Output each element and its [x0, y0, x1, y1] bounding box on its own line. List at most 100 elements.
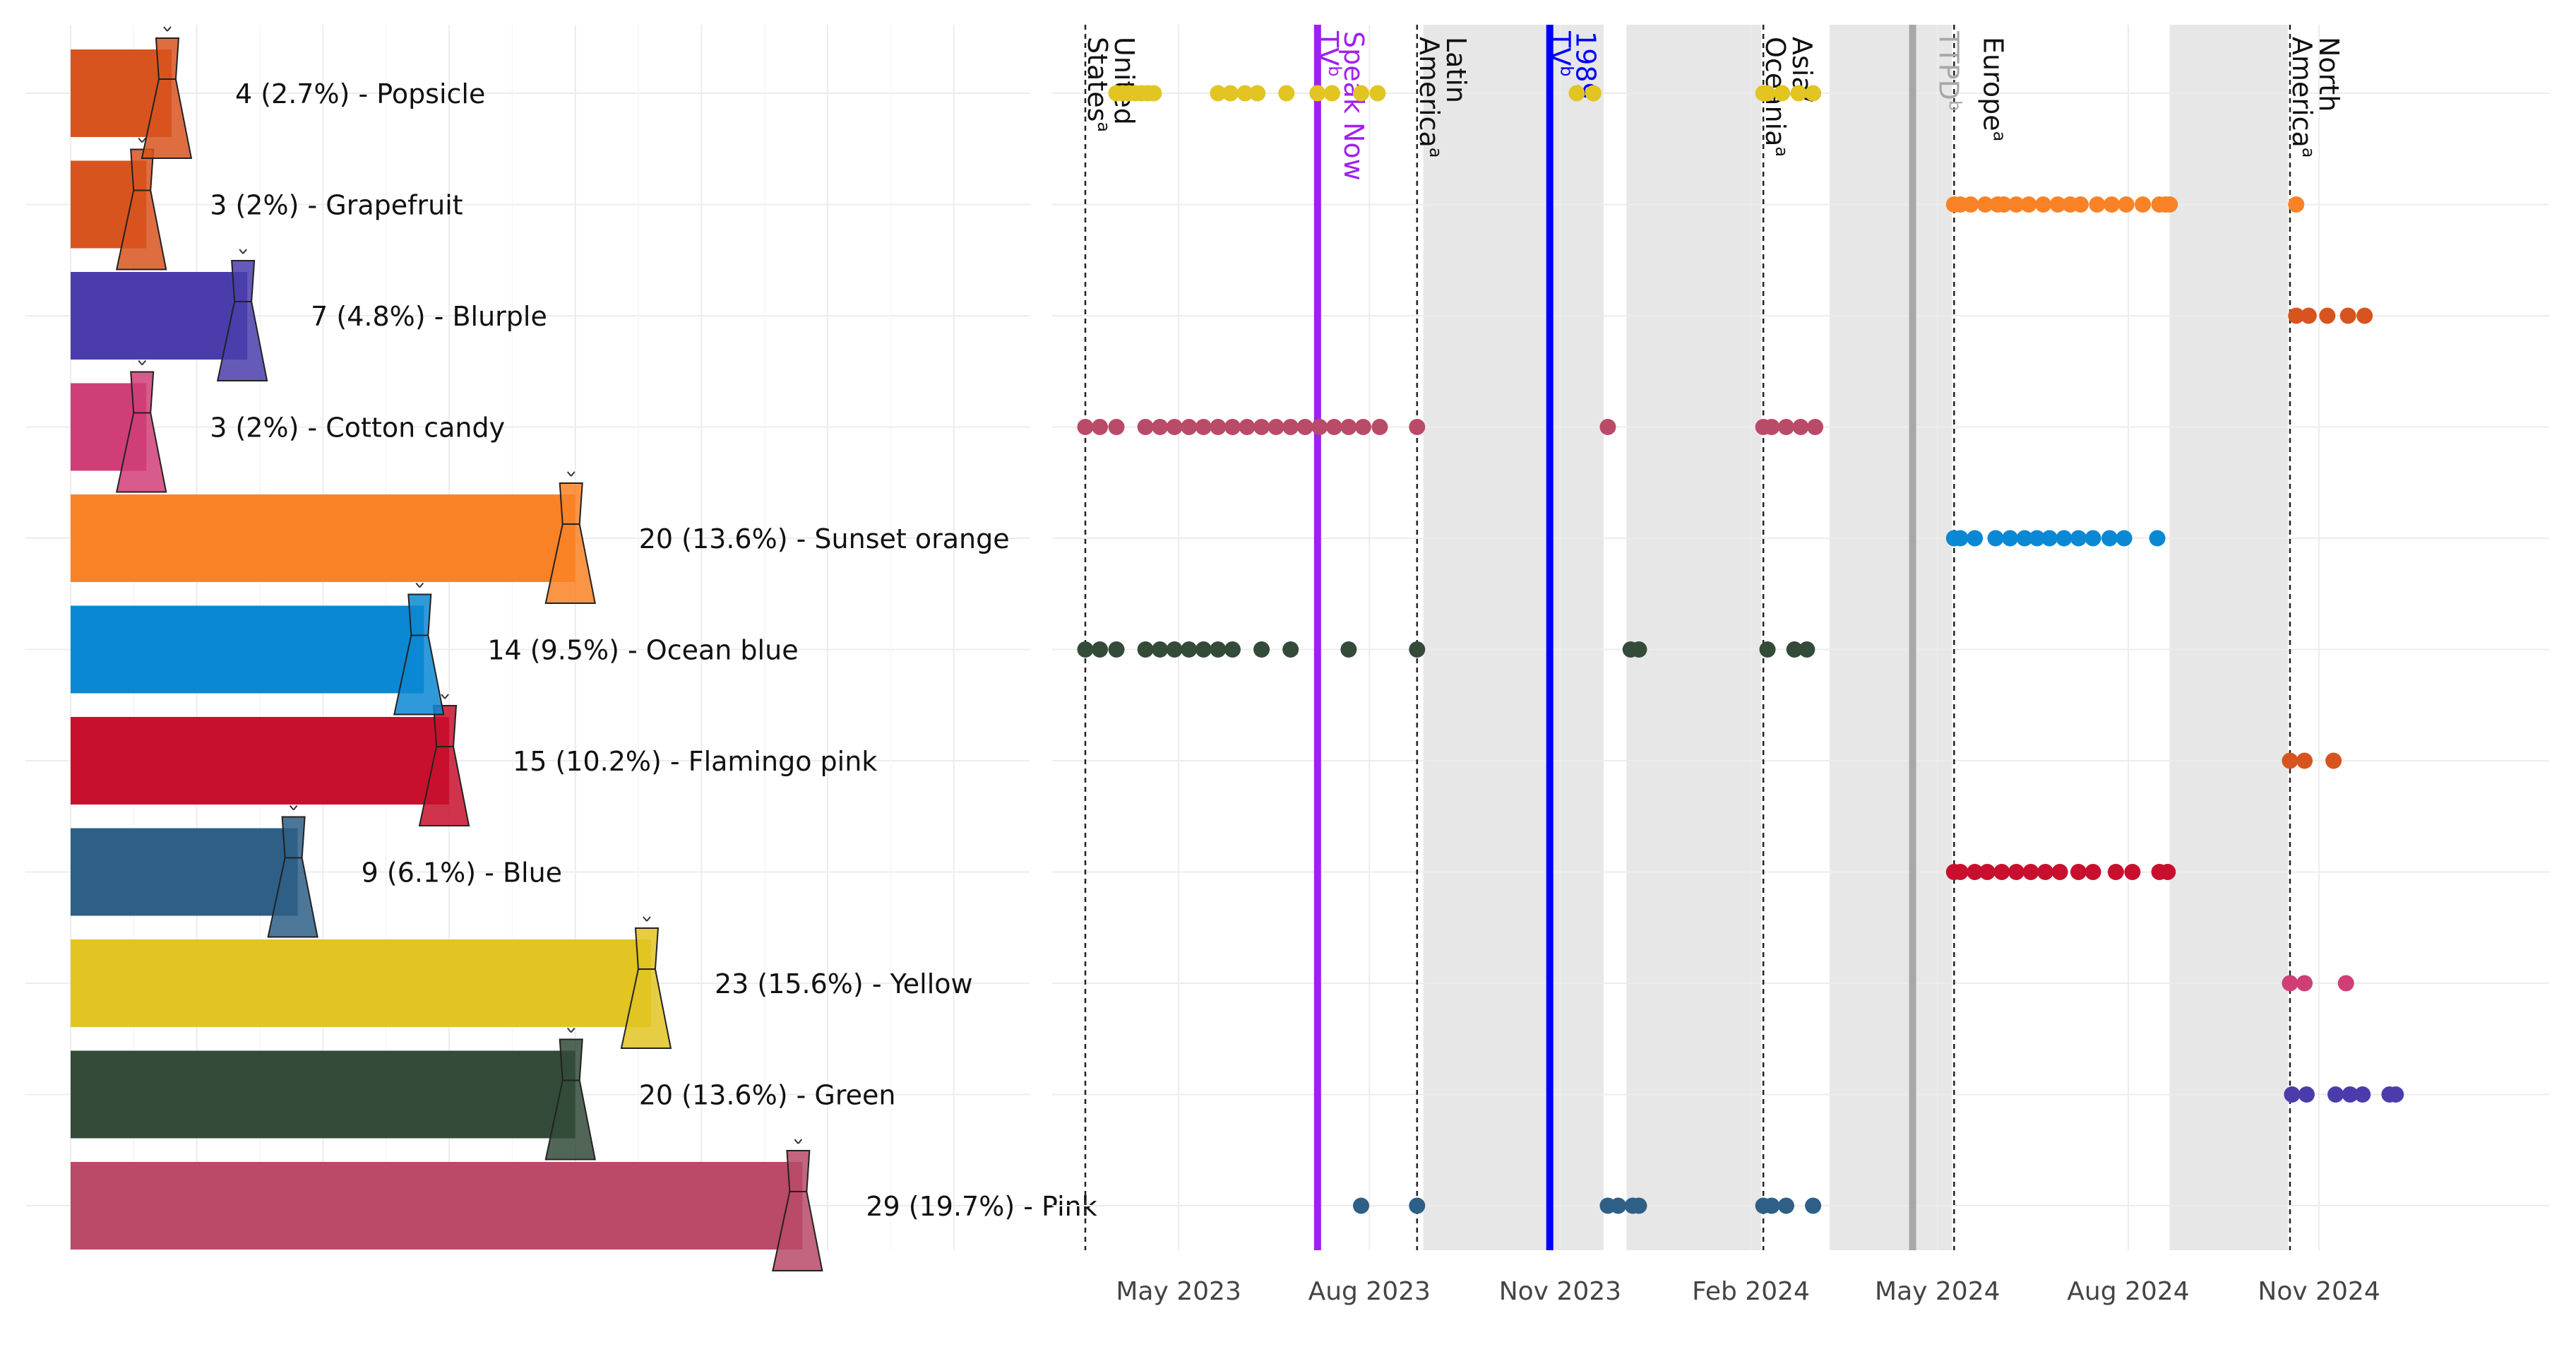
x-tick-label: Aug 2024: [2067, 1277, 2189, 1306]
timeline-point: [2103, 196, 2120, 213]
timeline-point: [1599, 419, 1616, 435]
timeline-point: [1799, 641, 1815, 658]
timeline-point: [1077, 419, 1094, 435]
timeline-point: [2282, 975, 2298, 992]
dress-icon: [544, 471, 596, 604]
timeline-point: [2022, 864, 2039, 880]
timeline-point: [2085, 864, 2101, 880]
timeline-point: [1987, 530, 2004, 547]
dress-icon: [620, 916, 672, 1049]
hanger-hook: [138, 137, 146, 143]
bar-label: 4 (2.7%) - Popsicle: [235, 78, 485, 109]
timeline-point: [1166, 641, 1183, 658]
timeline-point: [2298, 1086, 2315, 1103]
timeline-point: [1630, 641, 1647, 658]
timeline-point: [1807, 419, 1824, 435]
timeline-point: [1236, 85, 1253, 102]
timeline-point: [2016, 530, 2033, 547]
timeline-point: [1369, 85, 1386, 102]
timeline-point: [1409, 419, 1426, 435]
hanger-hook: [566, 1027, 576, 1033]
leg-label-line2: Statesa: [1082, 37, 1114, 132]
release-label-line1: TTPDb: [1933, 30, 1965, 111]
timeline-point: [1952, 530, 1969, 547]
bar-label: 20 (13.6%) - Sunset orange: [639, 523, 1010, 554]
break-period: [2169, 25, 2289, 1250]
bar-label: 14 (9.5%) - Ocean blue: [487, 635, 798, 666]
timeline-point: [1181, 419, 1198, 435]
timeline-point: [1777, 419, 1794, 435]
bar-blurple: [71, 272, 248, 360]
timeline-row-grapefruit: [1945, 196, 2305, 213]
timeline-point: [2284, 1086, 2301, 1103]
bar-label: 15 (10.2%) - Flamingo pink: [513, 746, 877, 777]
timeline-point: [2085, 530, 2101, 547]
bar-yellow: [71, 939, 651, 1027]
x-tick-label: Nov 2024: [2258, 1277, 2380, 1306]
timeline-point: [2296, 752, 2313, 769]
timeline-point: [1777, 1197, 1794, 1214]
timeline-point: [2354, 1086, 2371, 1103]
timeline-point: [1354, 419, 1371, 435]
bar-pink: [71, 1162, 803, 1250]
hanger-hook: [794, 1139, 803, 1144]
timeline-point: [2051, 864, 2068, 880]
bar-label: 7 (4.8%) - Blurple: [311, 301, 547, 332]
timeline-point: [1224, 641, 1241, 658]
timeline-point: [2035, 196, 2052, 213]
timeline-row-blue: [1945, 864, 2176, 880]
timeline-point: [2107, 864, 2124, 880]
timeline-point: [1092, 419, 1109, 435]
x-tick-label: May 2024: [1875, 1277, 2000, 1306]
timeline-row-pink: [1353, 1197, 1822, 1214]
release-label-line2: TVb: [1545, 30, 1577, 76]
timeline-point: [1996, 196, 2012, 213]
timeline-point: [1296, 419, 1313, 435]
timeline-point: [1340, 641, 1357, 658]
timeline-point: [2288, 196, 2305, 213]
dress-shape: [141, 37, 193, 159]
timeline-point: [2325, 752, 2342, 769]
timeline-point: [1979, 864, 1996, 880]
leg-label-line2: Americaa: [2286, 37, 2318, 158]
timeline-point: [2008, 196, 2025, 213]
timeline-point: [1152, 641, 1169, 658]
timeline-point: [2296, 975, 2313, 992]
dress-icon: [544, 1027, 596, 1161]
timeline-point: [1805, 1197, 1822, 1214]
timeline-point: [1253, 641, 1270, 658]
dress-icon: [141, 26, 193, 159]
timeline-point: [2029, 530, 2046, 547]
timeline-point: [2161, 196, 2178, 213]
bar-label: 3 (2%) - Grapefruit: [210, 190, 463, 221]
timeline-point: [1353, 1197, 1370, 1214]
leg-label: Europea: [1977, 37, 2009, 141]
dress-icon: [115, 360, 167, 493]
timeline-point: [1993, 864, 2010, 880]
timeline-point: [1224, 419, 1241, 435]
timeline-point: [1249, 85, 1266, 102]
bar-sunset-orange: [71, 494, 576, 582]
timeline-point: [2041, 530, 2058, 547]
timeline-point: [2072, 196, 2089, 213]
timeline-row-ocean-blue: [1077, 641, 1815, 658]
timeline-point: [1222, 85, 1239, 102]
hanger-hook: [239, 249, 247, 254]
timeline-point: [1805, 85, 1822, 102]
leg-label-line1: Europea: [1977, 37, 2009, 141]
timeline-point: [2056, 530, 2073, 547]
hanger-hook: [643, 916, 651, 922]
timeline-point: [1210, 641, 1227, 658]
hanger-hook: [289, 805, 298, 811]
timeline-point: [1195, 641, 1212, 658]
timeline-point: [1763, 419, 1780, 435]
bar-blue: [71, 828, 298, 916]
timeline-point: [2327, 1086, 2344, 1103]
break-period: [1423, 25, 1604, 1250]
x-tick-label: Aug 2023: [1308, 1277, 1431, 1306]
dress-icon: [772, 1139, 823, 1271]
leg-label-line1: United: [1109, 37, 1140, 125]
timeline-point: [1759, 85, 1776, 102]
